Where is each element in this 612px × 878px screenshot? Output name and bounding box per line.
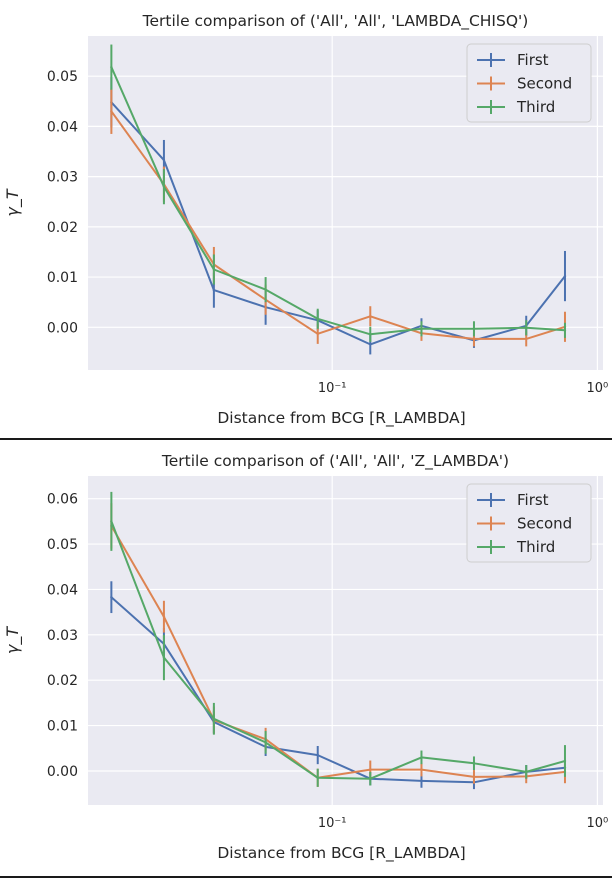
data-point-third xyxy=(212,717,216,720)
y-tick-label: 0.00 xyxy=(47,764,78,780)
panel-divider xyxy=(0,438,612,440)
data-point-third xyxy=(316,776,319,779)
data-point-third xyxy=(420,327,423,331)
x-axis-label: Distance from BCG [R_LAMBDA] xyxy=(217,844,465,863)
y-tick-label: 0.02 xyxy=(47,673,78,689)
data-point-first xyxy=(316,753,319,757)
legend-label-first: First xyxy=(517,51,549,69)
data-point-first xyxy=(420,779,423,783)
data-point-second xyxy=(420,768,423,771)
chart-title: Tertile comparison of ('All', 'All', 'Z_… xyxy=(161,452,509,471)
y-tick-label: 0.03 xyxy=(47,628,78,644)
legend-label-first: First xyxy=(517,491,549,509)
data-point-third xyxy=(162,185,166,188)
data-point-second xyxy=(525,337,528,341)
x-tick-label: 10⁻¹ xyxy=(318,816,347,831)
data-point-third xyxy=(369,333,372,336)
data-point-third xyxy=(369,777,372,780)
data-point-second xyxy=(369,315,372,318)
data-point-second xyxy=(472,775,476,779)
chart-lambda-chisq: 0.00 0.01 0.02 0.03 0.04 0.05 10⁻¹ 10⁰ Tertile c… xyxy=(3,12,608,428)
legend-box xyxy=(466,483,592,563)
y-tick-label: 0.05 xyxy=(47,537,78,553)
y-axis-label: γ_T xyxy=(3,188,23,216)
data-point-first xyxy=(563,274,567,278)
data-point-third xyxy=(264,741,267,744)
x-tick-label: 10⁰ xyxy=(586,381,608,396)
data-point-first xyxy=(162,158,166,162)
data-point-third xyxy=(110,520,113,523)
y-tick-label: 0.01 xyxy=(47,270,78,286)
legend-label-second: Second xyxy=(517,515,572,533)
data-point-third xyxy=(420,756,423,759)
data-point-third xyxy=(264,288,267,291)
data-point-third xyxy=(525,770,528,774)
x-tick-label: 10⁰ xyxy=(586,816,608,831)
legend: First Second Third xyxy=(466,43,592,123)
data-point-second xyxy=(162,615,166,618)
data-point-third xyxy=(316,317,319,320)
series-line-second xyxy=(110,110,566,340)
data-point-first xyxy=(212,288,216,292)
data-point-second xyxy=(110,110,113,113)
chart-z-lambda: 0.00 0.01 0.02 0.03 0.04 0.05 0.06 10⁻¹ 10⁰ Terti… xyxy=(3,452,608,863)
chart-panel-z-lambda: 0.00 0.01 0.02 0.03 0.04 0.05 0.06 10⁻¹ 10⁰ Terti… xyxy=(0,440,612,878)
y-axis-label: γ_T xyxy=(3,626,23,654)
y-tick-label: 0.06 xyxy=(47,492,78,508)
data-point-third xyxy=(525,326,528,330)
series-line-third xyxy=(110,66,566,336)
chart-title: Tertile comparison of ('All', 'All', 'LA… xyxy=(142,12,529,31)
legend-label-second: Second xyxy=(517,75,572,93)
chart-panel-lambda-chisq: 0.00 0.01 0.02 0.03 0.04 0.05 10⁻¹ 10⁰ Tertile c… xyxy=(3,12,608,428)
y-tick-label: 0.05 xyxy=(47,69,78,85)
legend-box xyxy=(466,43,592,123)
data-point-third xyxy=(472,762,476,765)
data-point-third xyxy=(472,327,476,331)
y-tick-label: 0.00 xyxy=(47,320,78,336)
data-point-second xyxy=(369,768,372,771)
data-point-third xyxy=(110,65,113,69)
legend-label-third: Third xyxy=(516,538,555,556)
data-point-first xyxy=(369,343,372,346)
series-line-third xyxy=(110,521,566,780)
data-point-third xyxy=(162,656,166,659)
legend-label-third: Third xyxy=(516,98,555,116)
data-point-third xyxy=(563,329,567,332)
data-point-second xyxy=(316,332,319,336)
y-tick-label: 0.02 xyxy=(47,220,78,236)
y-tick-label: 0.04 xyxy=(47,582,78,598)
series-line-second xyxy=(110,525,566,779)
y-tick-label: 0.03 xyxy=(47,170,78,186)
data-point-second xyxy=(472,337,476,341)
data-point-third xyxy=(563,759,567,763)
data-point-first xyxy=(110,595,113,599)
x-tick-label: 10⁻¹ xyxy=(318,381,347,396)
y-tick-label: 0.04 xyxy=(47,119,78,135)
y-tick-label: 0.01 xyxy=(47,719,78,735)
data-point-third xyxy=(212,268,216,271)
x-axis-label: Distance from BCG [R_LAMBDA] xyxy=(217,409,465,428)
legend: First Second Third xyxy=(466,483,592,563)
bottom-border xyxy=(0,876,612,878)
